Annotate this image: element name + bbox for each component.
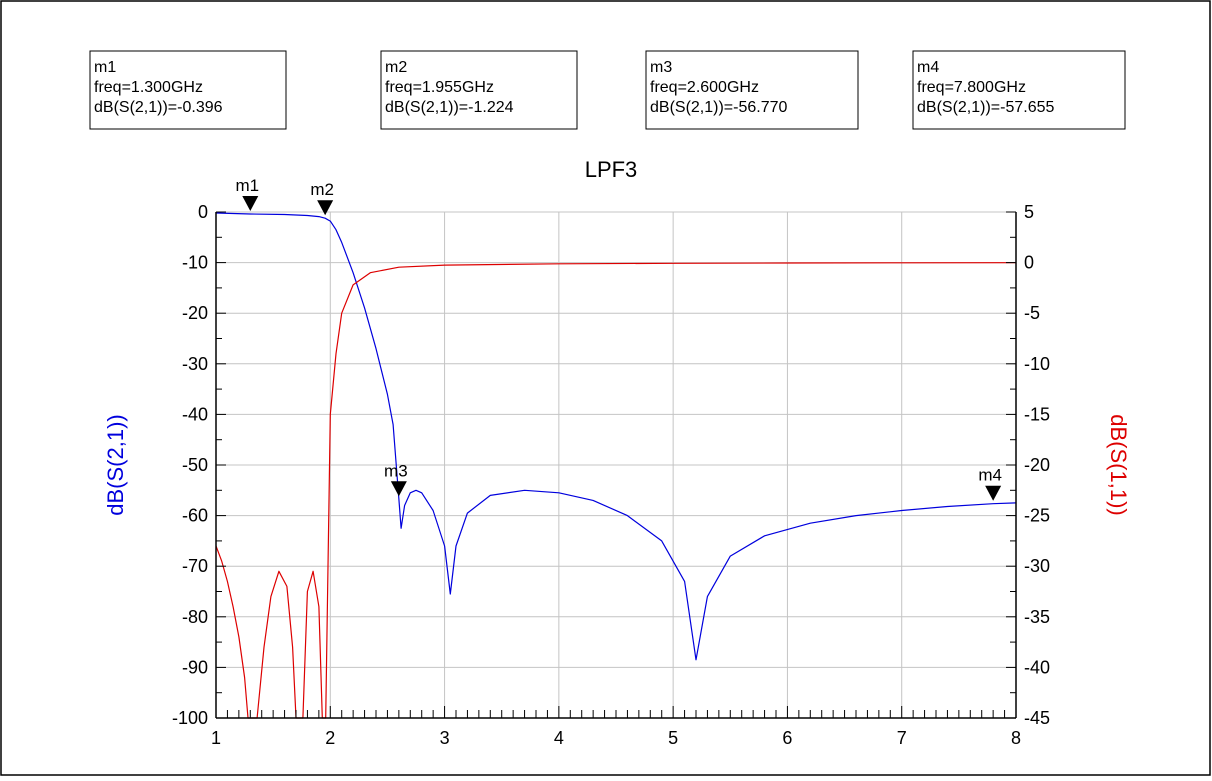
y-left-tick-label: -50 bbox=[182, 455, 208, 475]
x-tick-label: 5 bbox=[668, 728, 678, 748]
marker-readout-value: dB(S(2,1))=-57.655 bbox=[917, 99, 1055, 116]
marker-readout-freq: freq=7.800GHz bbox=[917, 79, 1026, 96]
series-line-s21 bbox=[215, 212, 1017, 661]
x-tick-label: 3 bbox=[440, 728, 450, 748]
marker-triangle-m4 bbox=[985, 485, 1002, 501]
marker-readout-m3: m3 freq=2.600GHz dB(S(2,1))=-56.770 bbox=[645, 50, 859, 130]
marker-label-m4: m4 bbox=[978, 466, 1002, 485]
x-tick-label: 4 bbox=[554, 728, 564, 748]
marker-readout-value: dB(S(2,1))=-56.770 bbox=[650, 99, 788, 116]
x-tick-label: 1 bbox=[211, 728, 221, 748]
marker-readout-boxes: m1 freq=1.300GHz dB(S(2,1))=-0.396 m2 freq=1… bbox=[89, 50, 1126, 130]
marker-readout-name: m4 bbox=[917, 59, 939, 76]
y-left-tick-label: -40 bbox=[182, 404, 208, 424]
marker-readout-freq: freq=1.955GHz bbox=[385, 79, 494, 96]
y-left-tick-label: -70 bbox=[182, 556, 208, 576]
x-tick-label: 8 bbox=[1011, 728, 1021, 748]
marker-readout-freq: freq=1.300GHz bbox=[94, 79, 203, 96]
marker-readout-value: dB(S(2,1))=-1.224 bbox=[385, 99, 514, 116]
y-right-tick-label: -25 bbox=[1024, 506, 1050, 526]
y-left-tick-label: -20 bbox=[182, 303, 208, 323]
y-right-tick-label: -10 bbox=[1024, 354, 1050, 374]
y-right-tick-label: -20 bbox=[1024, 455, 1050, 475]
y-right-tick-label: -45 bbox=[1024, 708, 1050, 728]
marker-readout-box bbox=[89, 50, 287, 130]
y-right-tick-label: -30 bbox=[1024, 556, 1050, 576]
marker-triangle-m3 bbox=[390, 481, 407, 497]
marker-readout-box bbox=[380, 50, 578, 130]
marker-readout-name: m2 bbox=[385, 59, 407, 76]
y-left-axis-label: dB(S(2,1)) bbox=[103, 414, 128, 515]
x-tick-label: 6 bbox=[782, 728, 792, 748]
y-left-tick-label: 0 bbox=[198, 202, 208, 222]
y-left-tick-label: -80 bbox=[182, 607, 208, 627]
y-right-tick-label: 5 bbox=[1024, 202, 1034, 222]
y-right-tick-label: -5 bbox=[1024, 303, 1040, 323]
marker-label-m2: m2 bbox=[310, 180, 334, 199]
chart-title: LPF3 bbox=[585, 157, 638, 182]
marker-triangle-m2 bbox=[317, 200, 334, 216]
y-left-tick-label: -90 bbox=[182, 657, 208, 677]
marker-readout-name: m1 bbox=[94, 59, 116, 76]
y-right-tick-label: -35 bbox=[1024, 607, 1050, 627]
marker-readout-name: m3 bbox=[650, 59, 672, 76]
series-line-s11 bbox=[215, 262, 1017, 719]
y-right-tick-label: -15 bbox=[1024, 404, 1050, 424]
y-left-tick-label: -30 bbox=[182, 354, 208, 374]
marker-readout-value: dB(S(2,1))=-0.396 bbox=[94, 99, 223, 116]
axes: 1 2 3 4 5 6 7 80-10-20-30-40-50-60-70-80-90-100… bbox=[172, 202, 1050, 748]
marker-readout-freq: freq=2.600GHz bbox=[650, 79, 759, 96]
y-right-tick-label: -40 bbox=[1024, 657, 1050, 677]
y-right-axis-label: dB(S(1,1)) bbox=[1106, 414, 1131, 515]
series-layer bbox=[215, 212, 1017, 719]
marker-label-m1: m1 bbox=[235, 176, 259, 195]
marker-triangles: m1 m2 m3 m4 bbox=[235, 176, 1002, 501]
series-group bbox=[215, 212, 1017, 661]
x-tick-label: 2 bbox=[325, 728, 335, 748]
marker-readout-m1: m1 freq=1.300GHz dB(S(2,1))=-0.396 bbox=[89, 50, 287, 130]
x-tick-label: 7 bbox=[897, 728, 907, 748]
y-right-tick-label: 0 bbox=[1024, 253, 1034, 273]
y-left-tick-label: -10 bbox=[182, 253, 208, 273]
y-left-tick-label: -100 bbox=[172, 708, 208, 728]
marker-readout-m2: m2 freq=1.955GHz dB(S(2,1))=-1.224 bbox=[380, 50, 578, 130]
marker-triangle-m1 bbox=[242, 196, 259, 212]
marker-label-m3: m3 bbox=[384, 461, 408, 480]
marker-readout-box bbox=[645, 50, 859, 130]
y-left-tick-label: -60 bbox=[182, 506, 208, 526]
marker-readout-m4: m4 freq=7.800GHz dB(S(2,1))=-57.655 bbox=[912, 50, 1126, 130]
series-group bbox=[215, 262, 1017, 719]
marker-readout-box bbox=[912, 50, 1126, 130]
